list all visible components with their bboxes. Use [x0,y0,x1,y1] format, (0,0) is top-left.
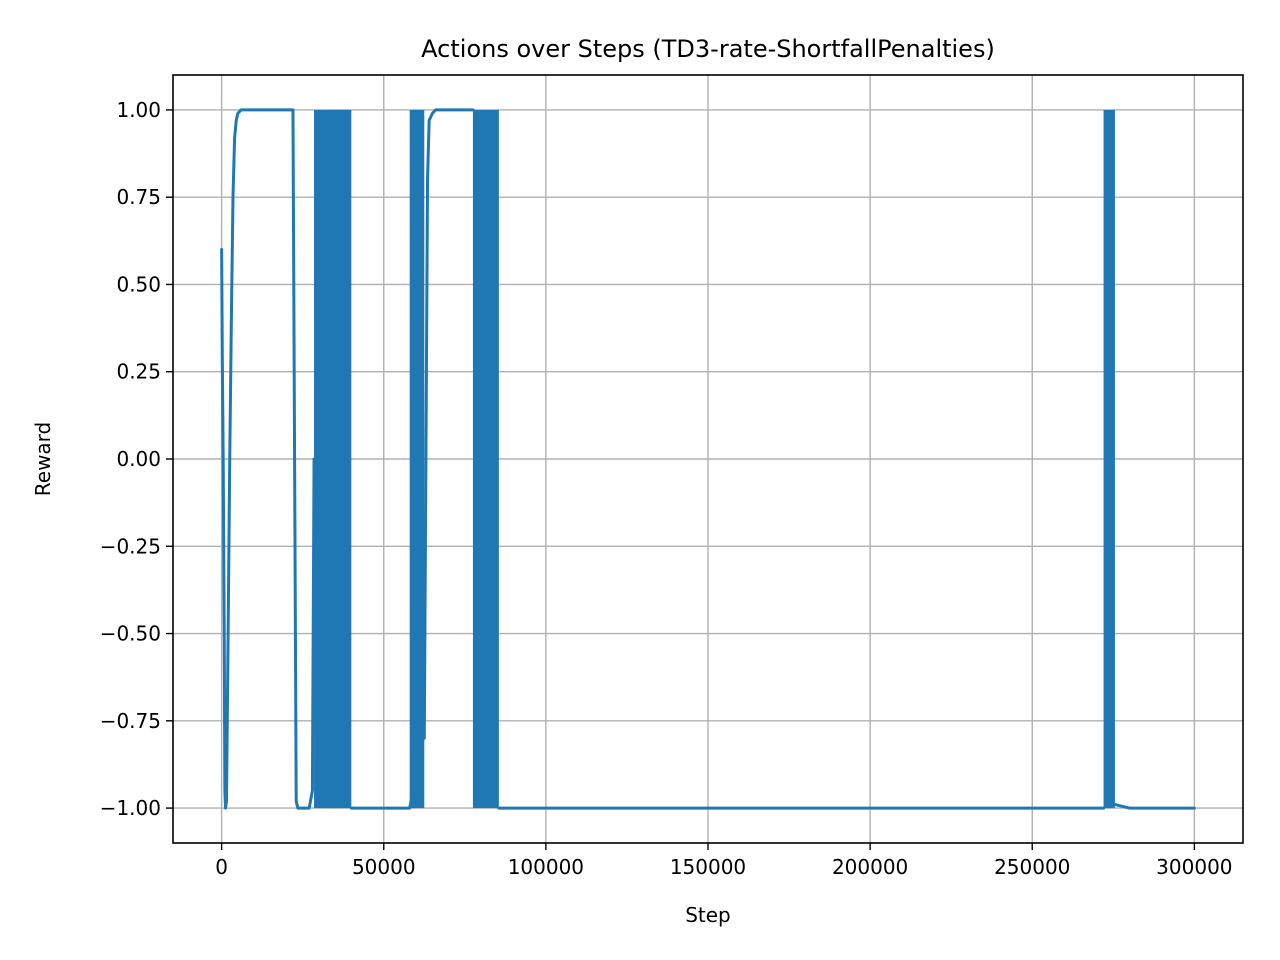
series-line [1113,803,1196,810]
x-tick-label: 0 [215,855,228,879]
y-tick-label: −0.50 [100,622,161,646]
y-tick-label: 0.00 [116,447,161,471]
x-axis-label: Step [685,903,731,927]
y-tick-label: −0.25 [100,534,161,558]
y-tick-label: 0.25 [116,360,161,384]
x-tick-label: 250000 [994,855,1070,879]
chart-title: Actions over Steps (TD3-rate-ShortfallPe… [421,35,995,63]
series-line [220,108,316,810]
oscillation-band [1103,109,1115,809]
oscillation-band [331,109,352,809]
x-tick-label: 300000 [1156,855,1232,879]
plot-area [220,108,1196,810]
axis-ticks: 0 50000 100000 150000 200000 250000 300000 −1.0… [100,98,1233,879]
y-tick-label: 1.00 [116,98,161,122]
y-tick-label: −0.75 [100,709,161,733]
oscillation-band [472,109,499,809]
x-tick-label: 100000 [508,855,584,879]
y-tick-label: −1.00 [100,796,161,820]
x-tick-label: 150000 [670,855,746,879]
y-axis-label: Reward [31,422,55,496]
y-tick-label: 0.75 [116,185,161,209]
y-tick-label: 0.50 [116,272,161,296]
x-tick-label: 50000 [352,855,416,879]
series-line [422,108,475,740]
x-tick-label: 200000 [832,855,908,879]
series-line [349,789,415,810]
oscillation-band [409,109,425,809]
